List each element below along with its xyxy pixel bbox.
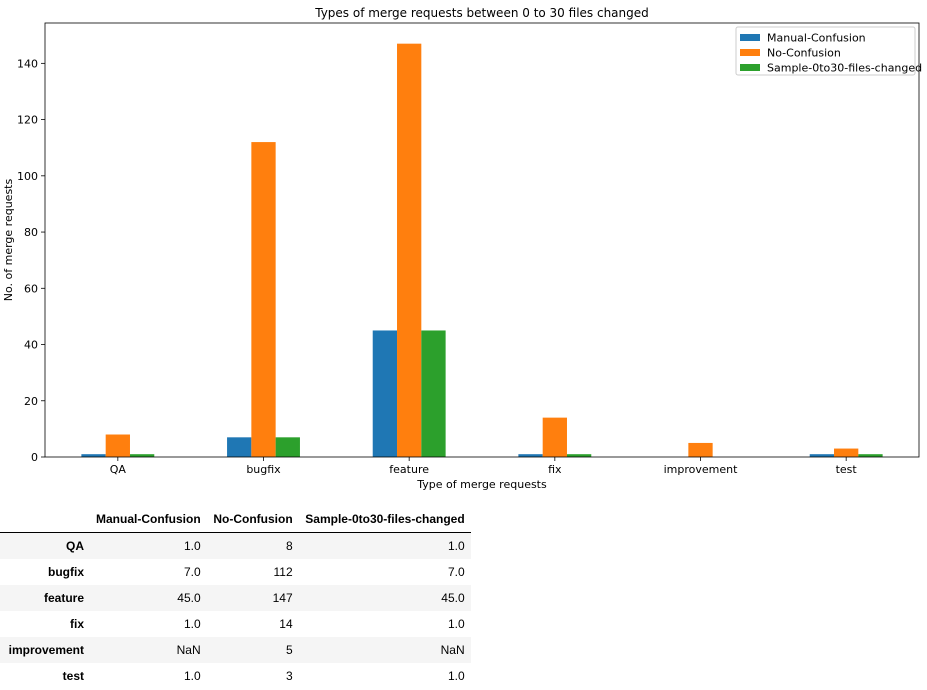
- table-column-header: Sample-0to30-files-changed: [298, 506, 471, 533]
- table-cell: 112: [273, 565, 293, 579]
- x-axis-label: Type of merge requests: [416, 478, 547, 491]
- table-row: feature 45.0 147 45.0: [0, 585, 471, 611]
- data-table: Manual-Confusion No-Confusion Sample-0to…: [0, 506, 471, 689]
- row-label: fix: [69, 617, 84, 631]
- table-cell: 1.0: [183, 617, 201, 631]
- bar: [275, 437, 300, 457]
- table-header-row: Manual-Confusion No-Confusion Sample-0to…: [0, 506, 471, 533]
- row-label: QA: [66, 539, 84, 553]
- plot-area: 0 20 40 60 80 100 120 140 QA bugfix feature fix impr…: [17, 22, 920, 476]
- bar: [372, 330, 398, 457]
- table-cell: 7.0: [183, 565, 201, 579]
- legend-label: Sample-0to30-files-changed: [767, 62, 922, 75]
- table-index-header: [0, 506, 90, 533]
- bar: [81, 454, 106, 457]
- table-cell: NaN: [440, 643, 465, 657]
- x-tick-label: bugfix: [246, 463, 281, 476]
- bar: [809, 454, 835, 457]
- y-tick-label: 140: [17, 57, 38, 70]
- table-cell: 45.0: [441, 591, 465, 605]
- x-tick-label: test: [836, 463, 858, 476]
- x-tick-label: QA: [110, 463, 127, 476]
- bar: [421, 330, 446, 457]
- legend-swatch: [740, 34, 760, 41]
- legend-label: Manual-Confusion: [767, 32, 866, 45]
- x-tick-label: improvement: [664, 463, 738, 476]
- x-tick-label: feature: [389, 463, 429, 476]
- bar: [834, 448, 859, 457]
- bar: [251, 142, 276, 457]
- table-cell: 1.0: [447, 539, 465, 553]
- row-label: feature: [43, 591, 84, 605]
- table-row: test 1.0 3 1.0: [0, 663, 471, 689]
- legend: Manual-Confusion No-Confusion Sample-0to30…: [735, 26, 922, 76]
- legend-label: No-Confusion: [767, 47, 841, 60]
- table-cell: 14: [279, 617, 293, 631]
- table-row: QA 1.0 8 1.0: [0, 532, 471, 559]
- y-tick-label: 0: [31, 451, 38, 464]
- y-tick-label: 40: [24, 339, 38, 352]
- x-tick-label: fix: [548, 463, 562, 476]
- y-tick-label: 60: [24, 282, 38, 295]
- row-label: improvement: [8, 643, 84, 657]
- table-column-header: No-Confusion: [206, 506, 299, 533]
- table-cell: NaN: [176, 643, 201, 657]
- y-tick-label: 120: [17, 114, 38, 127]
- bar: [688, 442, 713, 457]
- table-cell: 8: [285, 539, 293, 553]
- table-cell: 3: [285, 669, 293, 683]
- y-axis-label: No. of merge requests: [2, 179, 15, 302]
- table-row: fix 1.0 14 1.0: [0, 611, 471, 637]
- bar: [518, 454, 543, 457]
- plot-frame: [44, 22, 920, 458]
- y-tick-label: 20: [24, 395, 38, 408]
- bar: [105, 434, 130, 457]
- legend-box: [735, 26, 916, 76]
- table-cell: 7.0: [447, 565, 465, 579]
- legend-swatch: [740, 64, 760, 71]
- chart-title: Types of merge requests between 0 to 30 …: [314, 6, 649, 20]
- row-label: test: [62, 669, 84, 683]
- bar: [566, 454, 592, 457]
- bar: [542, 417, 567, 457]
- row-label: bugfix: [48, 565, 84, 579]
- table-row: improvement NaN 5 NaN: [0, 637, 471, 663]
- table-column-header: Manual-Confusion: [90, 506, 207, 533]
- y-tick-label: 100: [17, 170, 38, 183]
- table-row: bugfix 7.0 112 7.0: [0, 559, 471, 585]
- bar-chart: Types of merge requests between 0 to 30 …: [2, 6, 922, 491]
- table-cell: 1.0: [183, 669, 201, 683]
- legend-swatch: [740, 49, 760, 56]
- table-cell: 45.0: [177, 591, 201, 605]
- table-cell: 1.0: [183, 539, 201, 553]
- bar: [397, 43, 422, 458]
- bar: [129, 454, 155, 457]
- table-cell: 5: [285, 643, 293, 657]
- bar: [227, 437, 252, 457]
- data-table-container: Manual-Confusion No-Confusion Sample-0to…: [0, 506, 471, 689]
- table-cell: 1.0: [447, 669, 465, 683]
- table-cell: 1.0: [447, 617, 465, 631]
- bar: [858, 454, 883, 457]
- table-cell: 147: [272, 591, 293, 605]
- y-tick-label: 80: [24, 226, 38, 239]
